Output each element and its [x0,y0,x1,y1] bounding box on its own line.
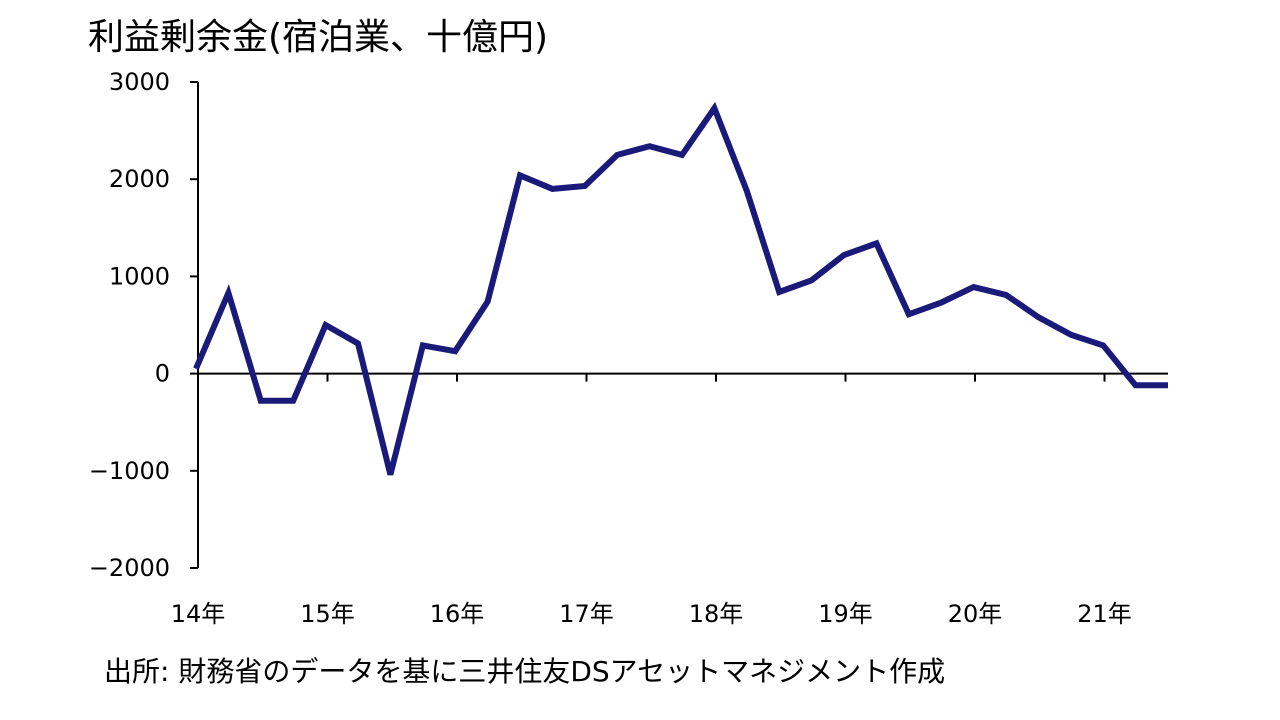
x-tick-label: 17年 [559,600,614,628]
y-tick-label: 3000 [109,68,170,96]
chart-title: 利益剰余金(宿泊業、十億円) [88,17,549,58]
y-tick-label: 0 [155,360,170,388]
series-layer [193,101,1169,476]
y-tick-label: 2000 [109,165,170,193]
x-tick-label: 21年 [1077,600,1132,628]
source-note: 出所: 財務省のデータを基に三井住友DSアセットマネジメント作成 [104,655,946,688]
x-tick-label: 18年 [689,600,744,628]
axes [190,81,1168,569]
x-tick-label: 19年 [818,600,873,628]
y-tick-label: −2000 [89,554,170,582]
x-tick-label: 15年 [300,600,355,628]
y-tick-label: 1000 [109,262,170,290]
y-tick-label: −1000 [89,457,170,485]
series-line [193,101,1168,476]
x-tick-label: 16年 [430,600,485,628]
x-tick-label: 14年 [171,600,226,628]
x-tick-label: 20年 [948,600,1003,628]
